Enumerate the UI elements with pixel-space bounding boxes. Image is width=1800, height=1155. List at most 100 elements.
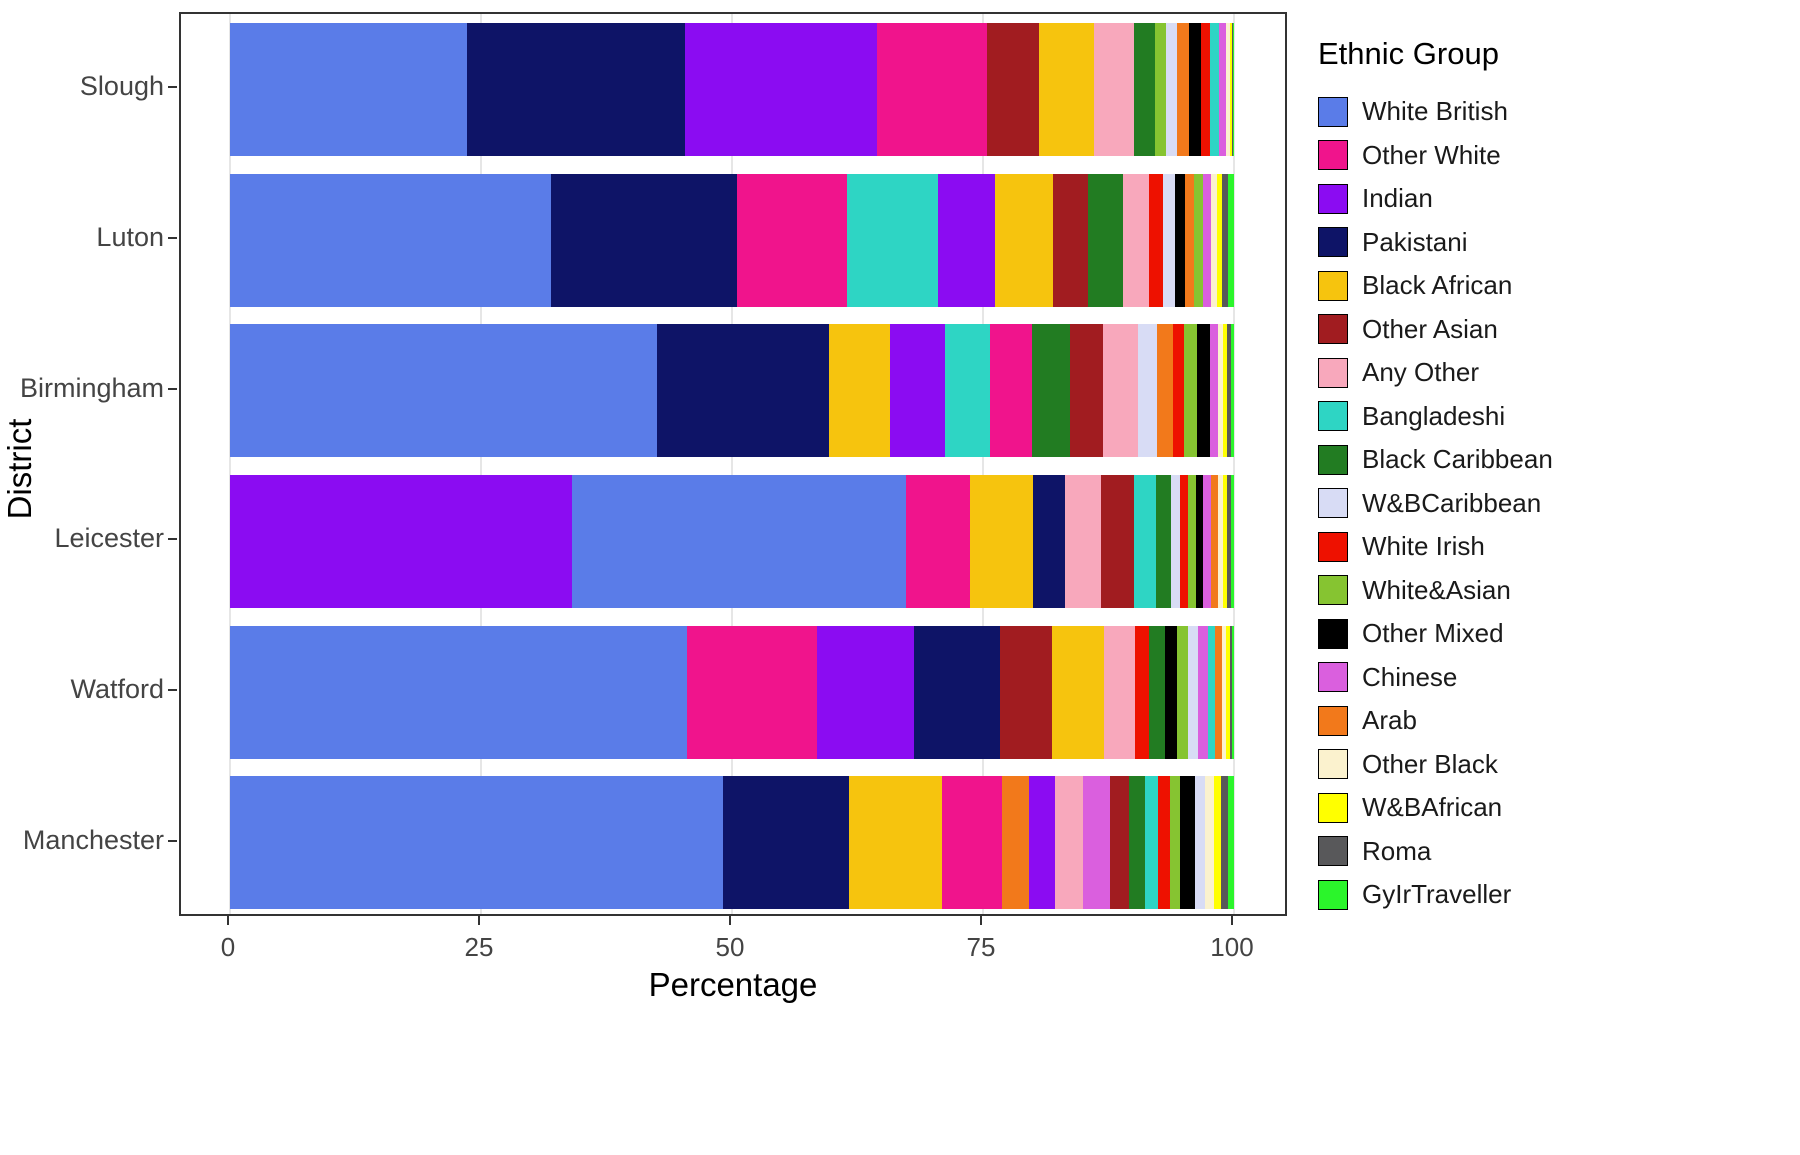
legend-entry: White Irish [1318,525,1553,569]
bar-segment [1225,22,1230,156]
bar-segment [230,173,552,307]
legend-entry: Other White [1318,134,1553,178]
bar-segment [1176,22,1189,156]
bar-segment [1110,776,1129,910]
bar-segment [1218,22,1226,156]
y-tick-label: Watford [70,674,164,704]
x-tick-mark [729,916,731,925]
y-tick-label: Birmingham [19,372,164,403]
legend-label: Black African [1362,270,1513,301]
legend-key-swatch [1318,879,1348,910]
legend-key-swatch [1318,488,1348,519]
legend: Ethnic Group White British Other White Ind… [1318,36,1553,917]
legend-label: Chinese [1362,661,1458,692]
bar-segment [1209,22,1219,156]
legend-key-swatch [1318,618,1348,649]
bar-segment [551,173,737,307]
gridline [1233,14,1235,914]
legend-entry: GyIrTraveller [1318,873,1553,917]
legend-entry: W&BAfrican [1318,786,1553,830]
legend-key-swatch [1318,401,1348,432]
bar-segment [1123,173,1149,307]
legend-key-swatch [1318,792,1348,823]
bar-segment [1188,22,1201,156]
bar-segment [847,173,938,307]
bar-segment [1217,324,1223,458]
bar-segment [1222,474,1227,608]
legend-entries: White British Other White Indian Pakistani B… [1318,90,1553,917]
gridline [229,14,231,914]
bar-segment [1174,173,1185,307]
legend-label: Other Black [1362,748,1498,779]
bar-segment [1029,776,1056,910]
bar-segment [1101,474,1134,608]
bar-segment [1165,22,1177,156]
bar-segment [1232,22,1234,156]
bar-segment [1202,474,1211,608]
legend-label: Roma [1362,835,1432,866]
legend-entry: Pakistani [1318,221,1553,265]
bar-segment [1229,625,1232,759]
legend-key-swatch [1318,96,1348,127]
bar-segment [944,324,990,458]
bar-segment [1183,324,1197,458]
legend-key-swatch [1318,140,1348,171]
legend-entry: Arab [1318,699,1553,743]
bar-segment [1200,22,1210,156]
bar-segment [913,625,1001,759]
bar-segment [1194,776,1205,910]
bar-segment [817,625,914,759]
legend-label: White&Asian [1362,574,1511,605]
y-tick-label: Slough [79,71,164,102]
bar-segment [1187,625,1198,759]
legend-key-swatch [1318,227,1348,258]
legend-key-swatch [1318,836,1348,867]
bar-segment [1221,173,1228,307]
bar-segment [1204,776,1214,910]
bar-segment [1144,776,1158,910]
bar-segment [829,324,890,458]
bar-segment [1103,324,1138,458]
legend-entry: Black Caribbean [1318,438,1553,482]
bar-manchester [230,776,1234,910]
x-tick-label: 100 [1210,932,1254,962]
y-axis-title: District [1,418,38,520]
bar-segment [1195,474,1203,608]
bar-segment [572,474,906,608]
bar-segment [1148,173,1163,307]
y-tick-mark [168,839,177,842]
bar-segment [1053,173,1089,307]
bar-segment [1225,625,1230,759]
bar-segment [1032,324,1071,458]
legend-key-swatch [1318,662,1348,693]
y-tick-mark [168,237,177,239]
legend-entry: Chinese [1318,656,1553,700]
bar-segment [1039,22,1095,156]
legend-entry: Roma [1318,830,1553,874]
x-tick-mark [980,916,982,925]
y-tick-label: Luton [96,222,164,252]
bar-segment [905,474,970,608]
bar-segment [1088,173,1124,307]
y-tick-label: Leicester [54,523,164,554]
bar-segment [230,474,573,608]
bar-segment [969,474,1034,608]
legend-label: Bangladeshi [1362,400,1506,431]
bar-segment [1227,776,1234,910]
bar-segment [1137,324,1157,458]
legend-key-swatch [1318,705,1348,736]
legend-label: Pakistani [1362,226,1468,257]
legend-label: Any Other [1362,357,1480,388]
gridline [731,14,733,914]
bar-segment [1052,625,1105,759]
legend-entry: Black African [1318,264,1553,308]
x-tick-mark [478,916,480,925]
bar-birmingham [230,324,1234,458]
bar-segment [684,22,877,156]
bar-segment [686,625,818,759]
bar-segment [941,776,1003,910]
bar-segment [849,776,942,910]
legend-entry: Other Asian [1318,308,1553,352]
bar-segment [1187,474,1196,608]
bar-segment [1217,474,1223,608]
